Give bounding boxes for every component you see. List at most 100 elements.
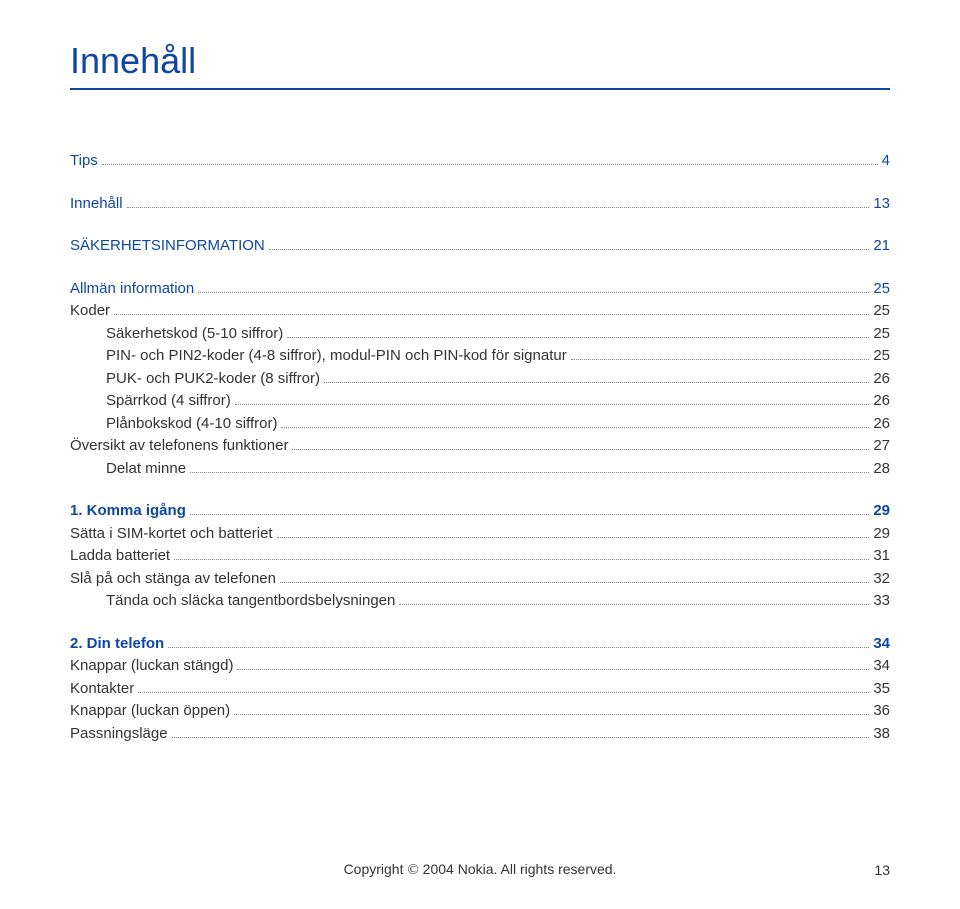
copyright-rest: 2004 Nokia. All rights reserved. <box>423 861 617 877</box>
toc-leader-dots <box>190 472 869 473</box>
toc-page: 21 <box>873 235 890 258</box>
toc-row[interactable]: 2. Din telefon 34 <box>70 633 890 656</box>
toc-page: 25 <box>873 278 890 301</box>
toc-label: Passningsläge <box>70 723 168 746</box>
toc-page: 25 <box>873 323 890 346</box>
toc-page: 26 <box>873 413 890 436</box>
copyright-text: Copyright © 2004 Nokia. All rights reser… <box>344 861 617 879</box>
toc-label: PUK- och PUK2-koder (8 siffror) <box>106 368 320 391</box>
toc-row[interactable]: Innehåll 13 <box>70 193 890 216</box>
copyright-prefix: Copyright <box>344 861 404 877</box>
toc-row[interactable]: Ladda batteriet 31 <box>70 545 890 568</box>
toc-leader-dots <box>277 537 870 538</box>
toc-label: Plånbokskod (4-10 siffror) <box>106 413 277 436</box>
toc-label: Koder <box>70 300 110 323</box>
toc-label: Slå på och stänga av telefonen <box>70 568 276 591</box>
table-of-contents: Tips4 Innehåll 13 SÄKERHETSINFORMATION 21 All… <box>70 150 890 745</box>
toc-page: 36 <box>873 700 890 723</box>
toc-leader-dots <box>280 582 869 583</box>
toc-page: 25 <box>873 345 890 368</box>
toc-page: 29 <box>873 523 890 546</box>
toc-page: 13 <box>873 193 890 216</box>
toc-label: 1. Komma igång <box>70 500 186 523</box>
toc-label: Översikt av telefonens funktioner <box>70 435 288 458</box>
toc-leader-dots <box>269 249 870 250</box>
toc-leader-dots <box>237 669 869 670</box>
toc-page: 26 <box>873 390 890 413</box>
toc-label: SÄKERHETSINFORMATION <box>70 235 265 258</box>
toc-leader-dots <box>235 404 870 405</box>
toc-page: 31 <box>873 545 890 568</box>
title-rule <box>70 88 890 90</box>
toc-row[interactable]: Säkerhetskod (5-10 siffror) 25 <box>70 323 890 346</box>
toc-label: Delat minne <box>106 458 186 481</box>
toc-label: Spärrkod (4 siffror) <box>106 390 231 413</box>
toc-page: 35 <box>873 678 890 701</box>
toc-page: 25 <box>873 300 890 323</box>
toc-row[interactable]: Allmän information 25 <box>70 278 890 301</box>
toc-leader-dots <box>168 647 869 648</box>
toc-leader-dots <box>138 692 869 693</box>
toc-page: 34 <box>873 633 890 656</box>
footer: Copyright © 2004 Nokia. All rights reser… <box>70 861 890 879</box>
toc-leader-dots <box>127 207 870 208</box>
toc-leader-dots <box>190 514 869 515</box>
toc-leader-dots <box>292 449 869 450</box>
page-title: Innehåll <box>70 40 890 82</box>
toc-row[interactable]: Knappar (luckan stängd) 34 <box>70 655 890 678</box>
toc-page: 29 <box>873 500 890 523</box>
toc-spacer <box>70 613 890 633</box>
toc-spacer <box>70 480 890 500</box>
toc-leader-dots <box>174 559 869 560</box>
toc-label: Knappar (luckan öppen) <box>70 700 230 723</box>
toc-leader-dots <box>102 164 878 165</box>
toc-leader-dots <box>571 359 870 360</box>
toc-page: 33 <box>873 590 890 613</box>
toc-page: 28 <box>873 458 890 481</box>
toc-page: 38 <box>873 723 890 746</box>
toc-leader-dots <box>281 427 869 428</box>
toc-leader-dots <box>324 382 869 383</box>
toc-page: 32 <box>873 568 890 591</box>
toc-label: Ladda batteriet <box>70 545 170 568</box>
toc-row[interactable]: Tända och släcka tangentbordsbelysningen… <box>70 590 890 613</box>
toc-row[interactable]: Tips4 <box>70 150 890 173</box>
toc-label: Kontakter <box>70 678 134 701</box>
toc-row[interactable]: Koder 25 <box>70 300 890 323</box>
toc-spacer <box>70 258 890 278</box>
toc-row[interactable]: Passningsläge 38 <box>70 723 890 746</box>
toc-leader-dots <box>399 604 869 605</box>
toc-row[interactable]: Plånbokskod (4-10 siffror) 26 <box>70 413 890 436</box>
toc-row[interactable]: Spärrkod (4 siffror) 26 <box>70 390 890 413</box>
toc-label: Tända och släcka tangentbordsbelysningen <box>106 590 395 613</box>
toc-label: 2. Din telefon <box>70 633 164 656</box>
toc-row[interactable]: SÄKERHETSINFORMATION 21 <box>70 235 890 258</box>
toc-page: 26 <box>873 368 890 391</box>
toc-label: Sätta i SIM-kortet och batteriet <box>70 523 273 546</box>
toc-row[interactable]: Kontakter 35 <box>70 678 890 701</box>
toc-row[interactable]: Översikt av telefonens funktioner 27 <box>70 435 890 458</box>
toc-page: 27 <box>873 435 890 458</box>
toc-leader-dots <box>287 337 869 338</box>
toc-spacer <box>70 215 890 235</box>
toc-row[interactable]: 1. Komma igång 29 <box>70 500 890 523</box>
toc-page: 4 <box>882 150 890 173</box>
toc-label: Innehåll <box>70 193 123 216</box>
toc-label: Allmän information <box>70 278 194 301</box>
page-number: 13 <box>874 862 890 878</box>
toc-leader-dots <box>198 292 869 293</box>
toc-row[interactable]: Knappar (luckan öppen) 36 <box>70 700 890 723</box>
toc-row[interactable]: PUK- och PUK2-koder (8 siffror) 26 <box>70 368 890 391</box>
toc-label: Säkerhetskod (5-10 siffror) <box>106 323 283 346</box>
toc-row[interactable]: Delat minne 28 <box>70 458 890 481</box>
toc-row[interactable]: Sätta i SIM-kortet och batteriet 29 <box>70 523 890 546</box>
toc-page: 34 <box>873 655 890 678</box>
toc-leader-dots <box>114 314 869 315</box>
toc-label: Knappar (luckan stängd) <box>70 655 233 678</box>
toc-leader-dots <box>234 714 869 715</box>
toc-label: PIN- och PIN2-koder (4-8 siffror), modul… <box>106 345 567 368</box>
toc-row[interactable]: PIN- och PIN2-koder (4-8 siffror), modul… <box>70 345 890 368</box>
toc-leader-dots <box>172 737 870 738</box>
copyright-symbol: © <box>407 862 418 878</box>
toc-row[interactable]: Slå på och stänga av telefonen 32 <box>70 568 890 591</box>
